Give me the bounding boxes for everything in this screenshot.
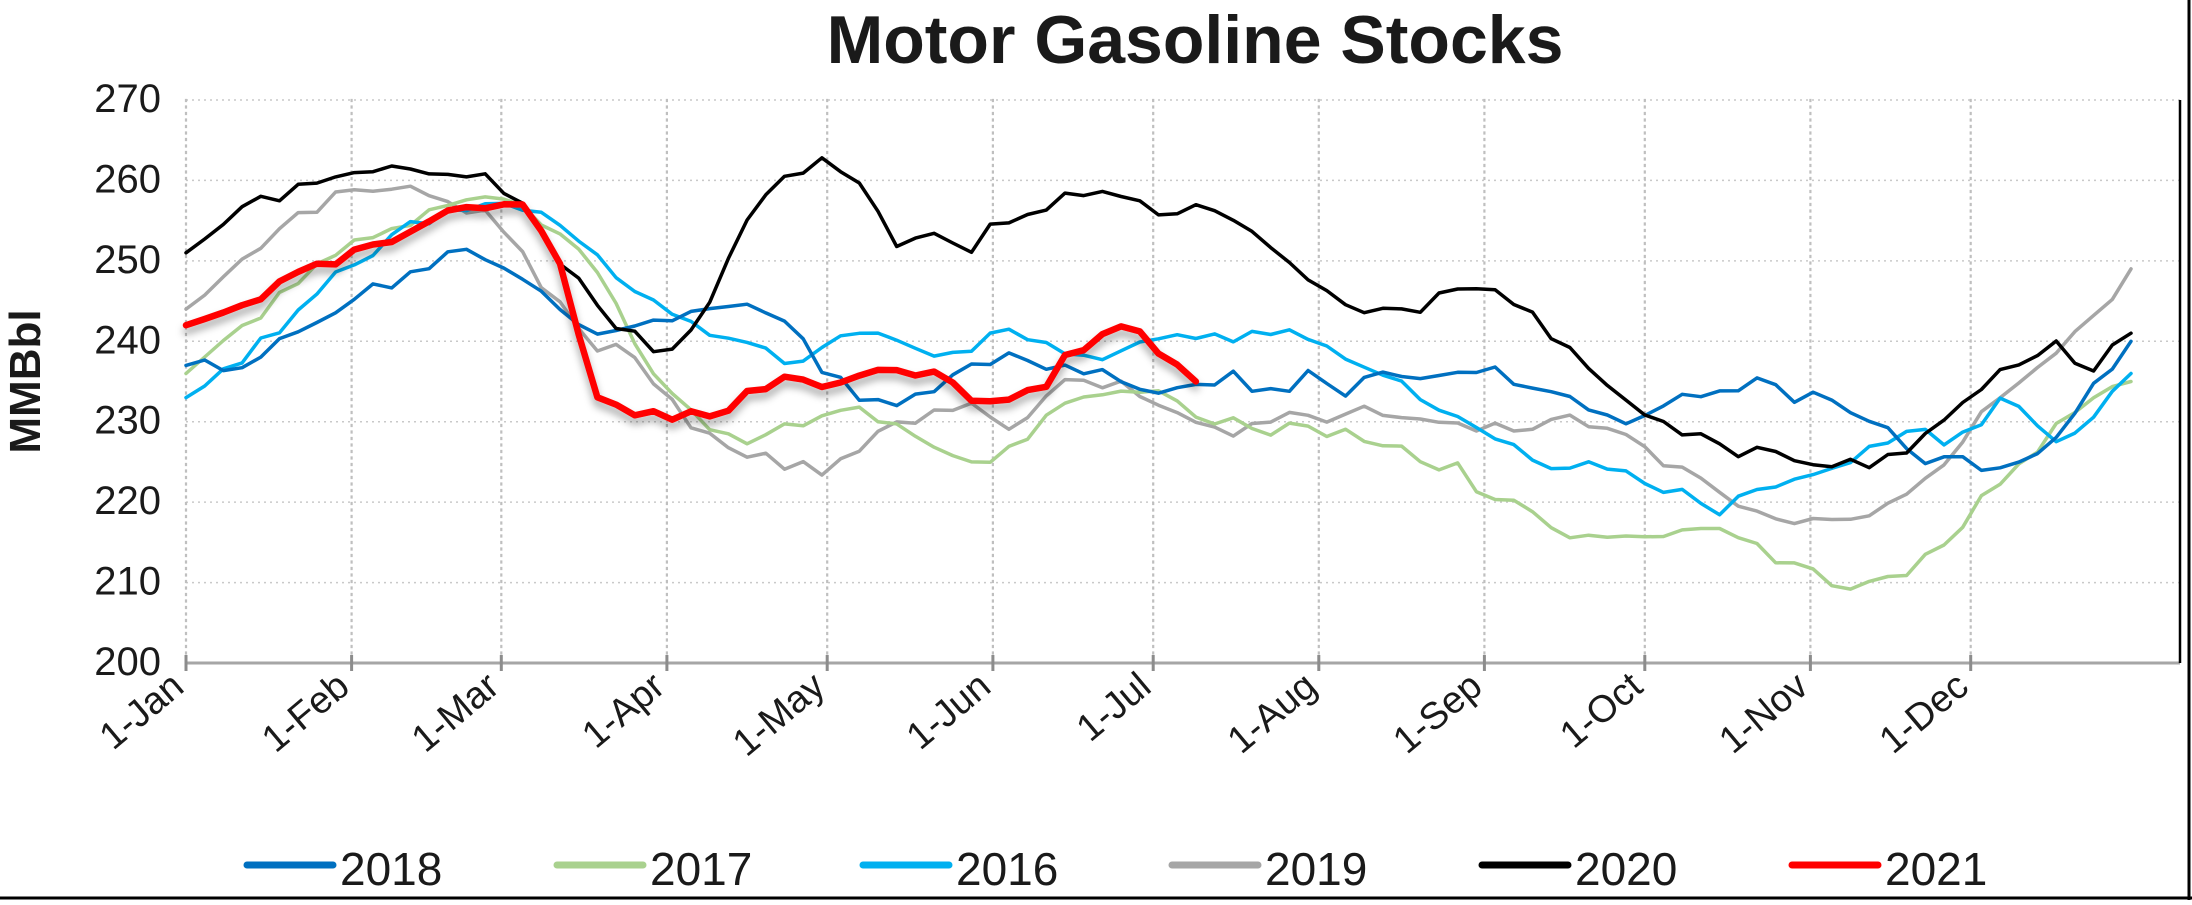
svg-text:2017: 2017 (650, 843, 752, 895)
svg-text:Motor Gasoline Stocks: Motor Gasoline Stocks (827, 2, 1564, 78)
svg-text:220: 220 (94, 479, 161, 523)
svg-text:230: 230 (94, 399, 161, 443)
svg-text:210: 210 (94, 560, 161, 604)
svg-text:2020: 2020 (1575, 843, 1677, 895)
svg-text:2021: 2021 (1885, 843, 1987, 895)
svg-text:2019: 2019 (1265, 843, 1367, 895)
svg-text:2018: 2018 (340, 843, 442, 895)
svg-text:2016: 2016 (956, 843, 1058, 895)
svg-text:260: 260 (94, 157, 161, 201)
svg-text:250: 250 (94, 238, 161, 282)
svg-text:270: 270 (94, 77, 161, 121)
svg-text:240: 240 (94, 318, 161, 362)
svg-text:MMBbl: MMBbl (1, 309, 50, 453)
